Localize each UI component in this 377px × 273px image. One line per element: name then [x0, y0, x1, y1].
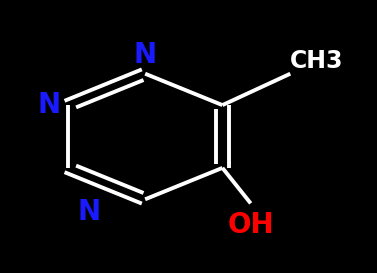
- Text: OH: OH: [227, 211, 274, 239]
- Text: CH3: CH3: [290, 49, 343, 73]
- Text: N: N: [77, 198, 100, 225]
- Text: N: N: [133, 41, 157, 69]
- Text: N: N: [37, 91, 61, 119]
